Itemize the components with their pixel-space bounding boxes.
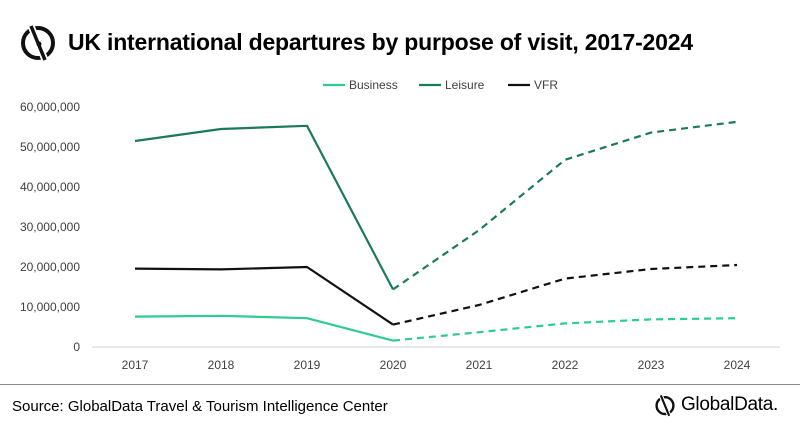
- brand-logo: GlobalData.: [653, 393, 778, 417]
- x-tick-label: 2019: [294, 358, 321, 372]
- y-tick-label: 50,000,000: [20, 140, 80, 154]
- source-note: Source: GlobalData Travel & Tourism Inte…: [12, 398, 388, 415]
- y-tick-label: 0: [73, 340, 80, 354]
- globaldata-small-logo-icon: [655, 394, 675, 417]
- x-tick-label: 2023: [638, 358, 665, 372]
- y-tick-label: 10,000,000: [20, 300, 80, 314]
- footer-divider: [0, 384, 800, 385]
- y-tick-label: 30,000,000: [20, 220, 80, 234]
- brand-name: GlobalData.: [680, 394, 778, 415]
- x-tick-label: 2017: [122, 358, 149, 372]
- legend-label: VFR: [534, 78, 558, 92]
- globaldata-logo-icon: [21, 24, 55, 62]
- x-tick-label: 2018: [208, 358, 235, 372]
- series-line-business-forecast: [392, 317, 738, 342]
- series-line-leisure-actual: [134, 124, 394, 290]
- x-tick-label: 2020: [380, 358, 407, 372]
- legend-label: Business: [349, 78, 398, 92]
- series-line-business-actual: [134, 314, 394, 342]
- y-tick-label: 40,000,000: [20, 180, 80, 194]
- series-line-vfr-forecast: [392, 263, 738, 326]
- x-tick-label: 2024: [724, 358, 751, 372]
- chart-header: UK international departures by purpose o…: [18, 22, 693, 62]
- series-line-leisure-forecast: [392, 120, 738, 291]
- x-tick-label: 2022: [552, 358, 579, 372]
- x-tick-label: 2021: [466, 358, 493, 372]
- legend-label: Leisure: [445, 78, 485, 92]
- y-tick-label: 60,000,000: [20, 100, 80, 114]
- series-line-vfr-actual: [134, 265, 394, 326]
- y-tick-label: 20,000,000: [20, 260, 80, 274]
- line-chart: 0 10,000,000 20,000,000 30,000,000 40,000,00…: [20, 78, 780, 372]
- chart-title: UK international departures by purpose o…: [68, 28, 693, 55]
